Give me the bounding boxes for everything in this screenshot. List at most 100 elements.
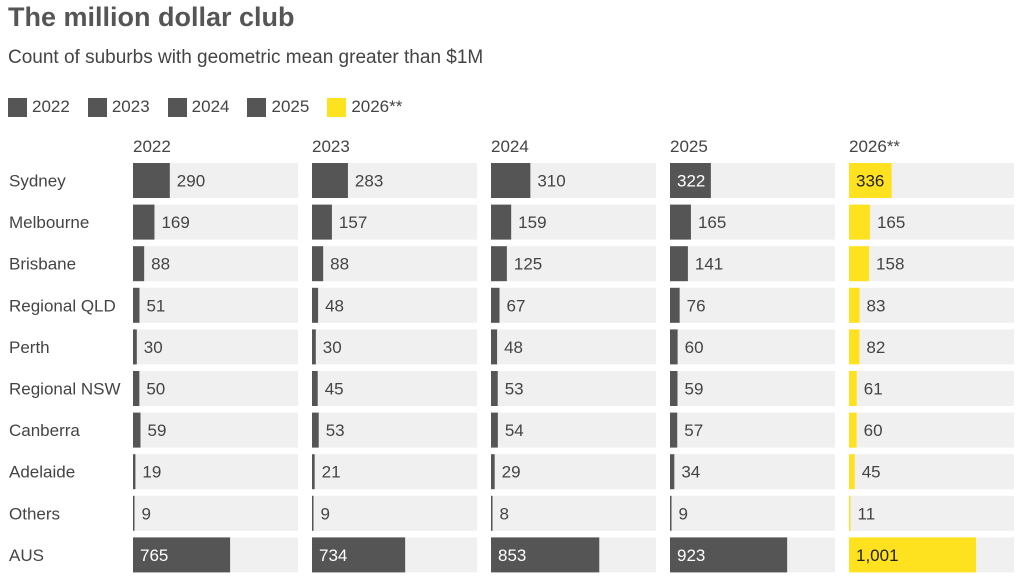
data-label: 283	[355, 172, 383, 191]
bar	[670, 246, 688, 282]
bar-track	[312, 495, 477, 531]
chart-subtitle: Count of suburbs with geometric mean gre…	[8, 47, 484, 68]
bar	[133, 287, 140, 323]
bar	[670, 287, 680, 323]
legend-swatch	[8, 97, 27, 117]
bar	[312, 371, 318, 406]
data-label: 53	[505, 380, 524, 399]
data-label: 30	[323, 338, 342, 357]
category-label: Brisbane	[9, 255, 76, 274]
category-label: Perth	[9, 338, 50, 357]
bar	[491, 454, 495, 490]
bar	[849, 454, 855, 490]
data-label: 11	[858, 504, 876, 523]
bar-track	[312, 246, 477, 282]
data-label: 67	[507, 296, 526, 315]
legend-swatch	[87, 97, 107, 117]
bar-track	[312, 204, 477, 240]
bar	[312, 287, 319, 323]
bar	[491, 495, 493, 531]
category-label: Sydney	[9, 172, 66, 191]
bar-track	[849, 204, 1014, 240]
legend-item: 2022	[8, 97, 70, 117]
bar	[491, 246, 507, 282]
bar-track	[312, 287, 477, 323]
bar-track	[312, 412, 477, 448]
bar	[849, 329, 860, 365]
panel-header: 2024	[491, 137, 529, 156]
data-label: 57	[684, 421, 703, 440]
bar-track	[491, 412, 656, 448]
bar-track	[312, 371, 477, 406]
category-label: AUS	[9, 546, 44, 565]
bar-track	[312, 329, 477, 365]
panel-header: 2022	[133, 137, 171, 156]
data-label: 48	[504, 338, 523, 357]
bar	[133, 163, 170, 198]
bar-track	[670, 371, 835, 406]
data-label: 923	[677, 546, 705, 565]
bar	[849, 287, 860, 323]
bar-track	[491, 329, 656, 365]
bar	[312, 163, 348, 198]
bar	[491, 537, 600, 573]
bar	[133, 204, 155, 240]
data-label: 159	[518, 213, 546, 232]
data-label: 734	[319, 546, 347, 565]
legend-swatch	[327, 97, 347, 117]
bar	[312, 204, 332, 240]
chart-title: The million dollar club	[8, 2, 295, 32]
bar	[312, 246, 324, 282]
data-label: 336	[856, 172, 884, 191]
bar	[849, 246, 870, 282]
bar-track	[491, 495, 656, 531]
data-label: 45	[862, 463, 881, 482]
bar-track	[670, 204, 835, 240]
bar-track	[312, 454, 477, 490]
bar	[312, 454, 315, 490]
bar-track	[133, 495, 298, 531]
bar	[133, 246, 145, 282]
bar-track	[849, 495, 1014, 531]
bar-track	[133, 454, 298, 490]
legend-label: 2024	[191, 97, 230, 116]
panel-header: 2026**	[849, 137, 900, 156]
bar	[133, 454, 136, 490]
data-label: 88	[151, 255, 170, 274]
bar-track	[491, 204, 656, 240]
data-label: 50	[146, 380, 165, 399]
data-label: 19	[142, 463, 161, 482]
data-label: 88	[330, 255, 349, 274]
bar	[491, 329, 498, 365]
bar	[491, 204, 512, 240]
bar	[133, 371, 140, 406]
data-label: 82	[866, 338, 885, 357]
data-label: 158	[876, 255, 904, 274]
data-label: 30	[144, 338, 163, 357]
bar-track	[133, 246, 298, 282]
data-label: 29	[502, 463, 521, 482]
bar	[670, 412, 678, 448]
data-label: 59	[147, 421, 166, 440]
bar-track	[849, 454, 1014, 490]
bar	[670, 371, 678, 406]
data-label: 322	[677, 172, 705, 191]
bar-track	[849, 246, 1014, 282]
legend-item: 2026**	[327, 97, 402, 117]
bar-track	[491, 246, 656, 282]
legend-label: 2022	[32, 97, 70, 116]
bar	[670, 329, 678, 365]
bar-track	[133, 371, 298, 406]
legend-swatch	[167, 97, 187, 117]
bar	[670, 495, 672, 531]
bar	[849, 163, 892, 198]
legend: 2022 2023 2024 2025 2026**	[8, 96, 420, 118]
category-label: Canberra	[9, 421, 80, 440]
bar-track	[849, 412, 1014, 448]
bar	[491, 412, 498, 448]
panel-header: 2025	[670, 137, 708, 156]
bar	[491, 163, 531, 198]
data-label: 157	[339, 213, 367, 232]
data-label: 8	[500, 504, 509, 523]
bar-track	[670, 246, 835, 282]
